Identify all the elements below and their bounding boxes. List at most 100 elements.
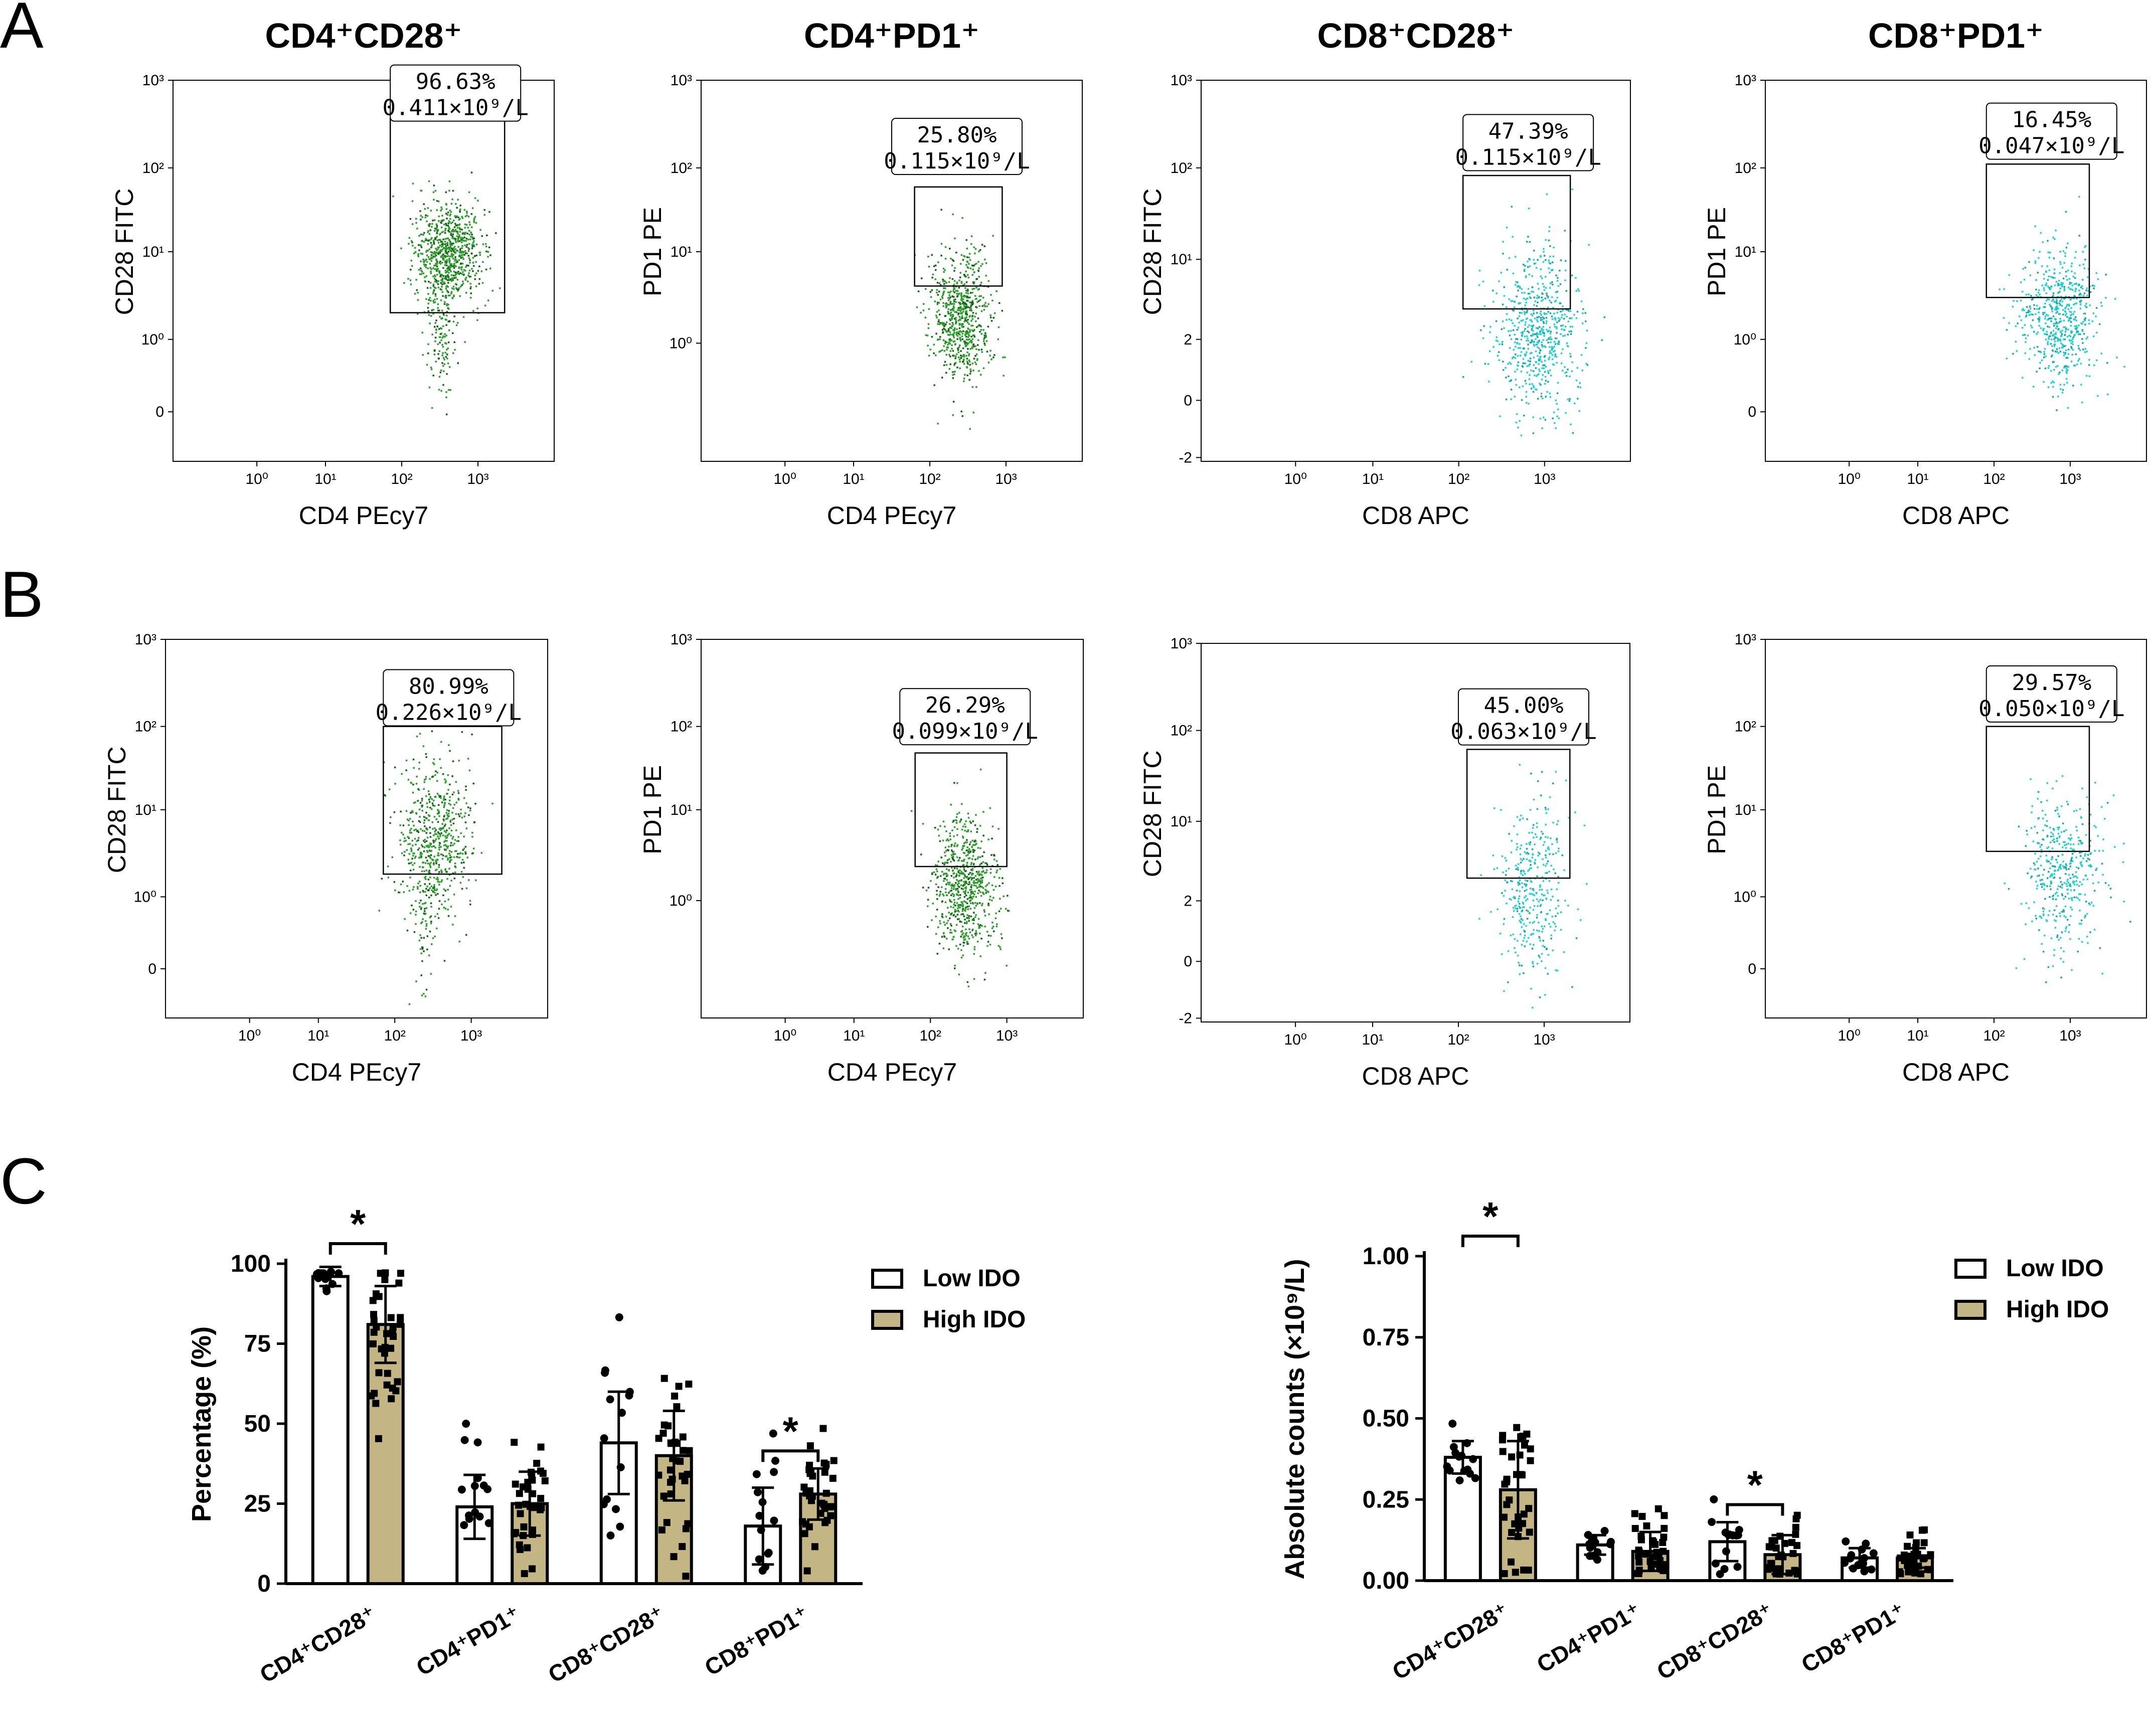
category-label: CD8⁺CD28⁺ bbox=[544, 1601, 669, 1688]
category-label: CD4⁺PD1⁺ bbox=[412, 1601, 525, 1681]
y-axis-label: CD28 FITC bbox=[103, 746, 131, 873]
flow-plot-b2: CD4 PEcy7 PD1 PE 10⁰ 10¹ 10² 10³ 10³ 10² 10¹ 10⁰ 2… bbox=[638, 631, 1084, 1086]
y-axis-label: Absolute counts (×10⁹/L) bbox=[1280, 1259, 1310, 1579]
gate-absolute-count: 0.115×10⁹/L bbox=[1455, 144, 1601, 170]
y-tick-label: 25 bbox=[244, 1491, 271, 1517]
error-bar bbox=[752, 1486, 774, 1566]
gate-percent: 80.99% bbox=[409, 673, 488, 699]
gate-absolute-count: 0.226×10⁹/L bbox=[376, 700, 522, 725]
gate-box[interactable] bbox=[1985, 726, 2090, 852]
gate-percent: 47.39% bbox=[1488, 118, 1568, 144]
y-tick-label: 0 bbox=[1184, 953, 1192, 970]
event-dots bbox=[914, 209, 1006, 430]
gate-absolute-count: 0.115×10⁹/L bbox=[884, 148, 1030, 174]
gate-box[interactable] bbox=[1466, 749, 1571, 879]
bar-chart-c1: 0 25 50 75 100 Percentage (%) CD4⁺CD28⁺ CD4⁺PD1… bbox=[187, 1202, 1026, 1688]
gate-label: 26.29%0.099×10⁹/L bbox=[892, 688, 1038, 746]
panel-letter-b: B bbox=[0, 558, 44, 631]
error-bar bbox=[319, 1265, 342, 1288]
gate-label: 25.80%0.115×10⁹/L bbox=[884, 118, 1030, 175]
gate-absolute-count: 0.411×10⁹/L bbox=[382, 95, 528, 121]
significance-star: * bbox=[783, 1409, 799, 1453]
x-tick-label: 10¹ bbox=[843, 1028, 865, 1044]
legend-swatch bbox=[871, 1269, 903, 1289]
y-tick-label: 10⁰ bbox=[141, 331, 164, 348]
x-tick-label: 10² bbox=[920, 1028, 941, 1044]
gate-box[interactable] bbox=[1462, 175, 1571, 310]
gate-absolute-count: 0.050×10⁹/L bbox=[1978, 696, 2124, 722]
y-tick-label: 10¹ bbox=[1735, 244, 1756, 260]
gate-box[interactable] bbox=[1985, 163, 2090, 298]
error-bar bbox=[519, 1470, 541, 1537]
y-tick-label: 10² bbox=[135, 719, 156, 735]
y-tick-label: 10¹ bbox=[1171, 813, 1192, 830]
error-bar bbox=[1584, 1533, 1606, 1556]
gate-box[interactable] bbox=[914, 752, 1008, 868]
event-dots bbox=[2004, 775, 2131, 983]
error-bar bbox=[1451, 1440, 1474, 1475]
x-tick-label: 10¹ bbox=[1362, 1032, 1383, 1048]
error-bar bbox=[662, 1409, 685, 1502]
y-axis-label: CD28 FITC bbox=[1138, 750, 1167, 877]
y-tick-label: 0 bbox=[257, 1571, 271, 1597]
y-tick-label: 10¹ bbox=[135, 802, 156, 818]
bar-high-ido[interactable] bbox=[366, 1323, 405, 1585]
significance-bracket: * bbox=[761, 1409, 820, 1462]
x-tick-label: 10¹ bbox=[307, 1028, 329, 1044]
error-bar bbox=[1904, 1547, 1926, 1569]
x-tick-label: 10¹ bbox=[314, 471, 336, 487]
gate-label: 47.39%0.115×10⁹/L bbox=[1455, 114, 1601, 172]
panel-letter-c: C bbox=[0, 1144, 47, 1218]
y-tick-label: 10² bbox=[671, 160, 692, 177]
error-bar bbox=[1771, 1533, 1794, 1576]
gate-label-box bbox=[1985, 102, 2117, 160]
x-tick-label: 10⁰ bbox=[1838, 1028, 1860, 1044]
gate-absolute-count: 0.099×10⁹/L bbox=[892, 719, 1038, 744]
y-tick-label: 1.00 bbox=[1363, 1243, 1409, 1270]
x-tick-label: 10² bbox=[1447, 1032, 1469, 1048]
y-tick-label: 10² bbox=[671, 719, 692, 735]
legend-label: High IDO bbox=[2006, 1296, 2109, 1323]
bar-low-ido[interactable] bbox=[311, 1275, 350, 1585]
flow-plot-a4: CD8⁺PD1⁺ CD8 APC PD1 PE 10⁰ 10¹ 10² 10³ 10³ 10² 1… bbox=[1703, 16, 2147, 530]
legend-swatch bbox=[871, 1310, 903, 1330]
x-tick-label: 10⁰ bbox=[1838, 471, 1860, 487]
x-axis-label: CD8 APC bbox=[1902, 501, 2010, 530]
x-tick-label: 10⁰ bbox=[245, 471, 268, 487]
x-tick-label: 10¹ bbox=[1362, 471, 1384, 487]
y-tick-label: 10³ bbox=[671, 631, 692, 648]
x-tick-label: 10² bbox=[384, 1028, 406, 1044]
gate-label-box bbox=[1985, 665, 2117, 723]
x-tick-label: 10³ bbox=[467, 471, 488, 487]
y-tick-label: 10² bbox=[1735, 160, 1756, 177]
gate-percent: 45.00% bbox=[1484, 693, 1564, 719]
category-label: CD8⁺PD1⁺ bbox=[1797, 1598, 1910, 1678]
gate-box[interactable] bbox=[914, 186, 1003, 287]
y-tick-label: 100 bbox=[231, 1251, 271, 1277]
gate-label: 16.45%0.047×10⁹/L bbox=[1978, 102, 2125, 160]
x-tick-label: 10³ bbox=[2059, 1028, 2081, 1044]
y-tick-label: 0.25 bbox=[1363, 1486, 1409, 1513]
plot-frame bbox=[173, 80, 555, 462]
legend-label: Low IDO bbox=[2006, 1255, 2104, 1282]
bar-points bbox=[1443, 1419, 1479, 1485]
x-axis-label: CD8 APC bbox=[1362, 1062, 1469, 1090]
event-dots bbox=[392, 172, 501, 416]
y-tick-label: 10² bbox=[1171, 723, 1192, 739]
column-title: CD4⁺PD1⁺ bbox=[804, 16, 979, 55]
gate-box[interactable] bbox=[383, 726, 503, 875]
y-tick-label: 0.50 bbox=[1363, 1406, 1409, 1432]
significance-bracket: * bbox=[328, 1202, 387, 1255]
y-tick-label: 10¹ bbox=[1171, 251, 1192, 268]
column-title: CD4⁺CD28⁺ bbox=[265, 16, 462, 55]
y-tick-label: 0 bbox=[1748, 961, 1756, 977]
bar-points bbox=[368, 1269, 404, 1442]
error-bar bbox=[807, 1467, 830, 1521]
y-tick-label: 10² bbox=[142, 160, 164, 177]
y-tick-label: 0 bbox=[148, 961, 156, 977]
column-title: CD8⁺CD28⁺ bbox=[1317, 16, 1515, 55]
x-axis-label: CD8 APC bbox=[1362, 501, 1469, 530]
gate-percent: 26.29% bbox=[925, 693, 1005, 718]
x-tick-label: 10⁰ bbox=[238, 1028, 261, 1044]
x-axis-label: CD4 PEcy7 bbox=[292, 1058, 421, 1086]
